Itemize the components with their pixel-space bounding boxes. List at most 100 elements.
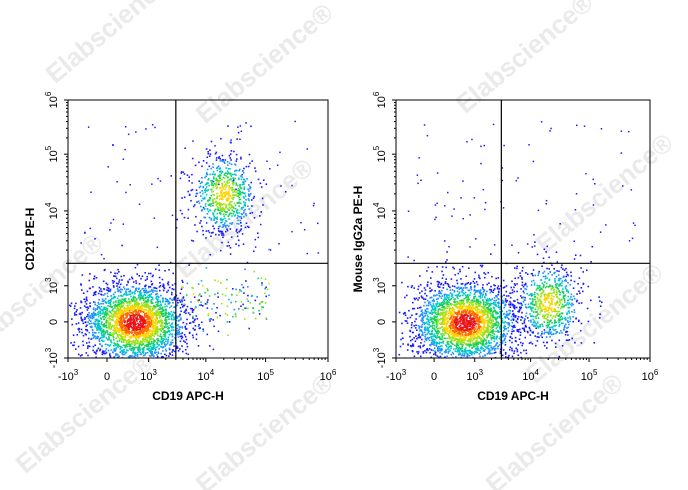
event-dot [225, 190, 228, 193]
event-dot [116, 285, 118, 287]
event-dot [125, 309, 128, 312]
event-dot [94, 318, 97, 321]
event-dot [216, 195, 218, 198]
event-dot [185, 323, 188, 325]
event-dot [146, 303, 148, 305]
event-dot [445, 266, 447, 269]
event-dot [206, 307, 209, 309]
event-dot [106, 308, 108, 311]
event-dot [183, 334, 186, 336]
event-dot [140, 316, 142, 318]
event-dot [265, 317, 267, 319]
event-dot [162, 286, 165, 289]
event-dot [422, 319, 424, 322]
event-dot [209, 149, 211, 151]
event-dot [131, 348, 133, 351]
event-dot [477, 299, 480, 301]
event-dot [430, 335, 432, 338]
event-dot [464, 284, 466, 287]
event-dot [110, 326, 113, 329]
event-dot [468, 349, 471, 352]
event-dot [503, 326, 506, 328]
event-dot [166, 342, 169, 345]
event-dot [216, 169, 219, 172]
event-dot [240, 217, 243, 220]
event-dot [122, 316, 125, 319]
event-dot [245, 307, 248, 309]
event-dot [481, 342, 484, 344]
event-dot [114, 305, 117, 307]
event-dot [98, 323, 100, 325]
event-dot [497, 322, 500, 325]
event-dot [494, 345, 497, 347]
event-dot [147, 312, 150, 314]
event-dot [516, 330, 519, 333]
event-dot [143, 308, 145, 311]
event-dot [449, 289, 452, 291]
event-dot [499, 315, 501, 317]
event-dot [207, 189, 210, 191]
event-dot [147, 313, 149, 315]
event-dot [93, 335, 96, 337]
event-dot [99, 325, 101, 328]
event-dot [214, 216, 216, 219]
event-dot [427, 266, 430, 269]
event-dot [424, 322, 427, 324]
event-dot [464, 347, 467, 349]
event-dot [200, 301, 202, 304]
event-dot [491, 349, 493, 351]
event-dot [502, 349, 505, 351]
event-dot [138, 334, 141, 336]
event-dot [85, 306, 87, 309]
event-dot [514, 340, 517, 342]
event-dot [104, 331, 107, 334]
event-dot [490, 327, 493, 330]
event-dot [265, 286, 267, 289]
event-dot [156, 323, 158, 326]
event-dot [155, 328, 157, 331]
event-dot [119, 337, 121, 340]
event-dot [163, 315, 165, 317]
event-dot [148, 330, 151, 333]
event-dot [218, 183, 220, 186]
event-dot [480, 302, 482, 304]
event-dot [197, 283, 200, 285]
event-dot [499, 348, 502, 351]
event-dot [132, 324, 135, 327]
event-dot [421, 313, 424, 315]
event-dot [427, 323, 430, 325]
event-dot [265, 183, 268, 185]
event-dot [476, 349, 479, 351]
event-dot [226, 173, 229, 175]
event-dot [186, 282, 189, 285]
event-dot [106, 283, 109, 286]
event-dot [477, 341, 479, 344]
event-dot [220, 172, 223, 175]
event-dot [97, 335, 100, 338]
event-dot [211, 308, 213, 310]
event-dot [240, 290, 242, 292]
event-dot [89, 320, 92, 322]
event-dot [423, 328, 426, 331]
event-dot [239, 184, 241, 186]
event-dot [447, 340, 449, 343]
event-dot [509, 302, 512, 304]
event-dot [144, 333, 147, 336]
event-dot [520, 288, 522, 290]
event-dot [153, 329, 155, 331]
event-dot [94, 324, 97, 327]
event-dot [192, 205, 195, 208]
event-dot [489, 291, 492, 294]
event-dot [184, 325, 187, 328]
event-dot [95, 337, 97, 340]
event-dot [213, 303, 215, 305]
event-dot [94, 323, 96, 325]
event-dot [493, 303, 495, 305]
event-dot [462, 299, 465, 302]
event-dot [128, 325, 130, 327]
event-dot [426, 283, 429, 286]
event-dot [231, 194, 234, 197]
event-dot [119, 322, 121, 325]
watermark-text: Elabscience® [190, 367, 339, 490]
event-dot [156, 290, 158, 293]
